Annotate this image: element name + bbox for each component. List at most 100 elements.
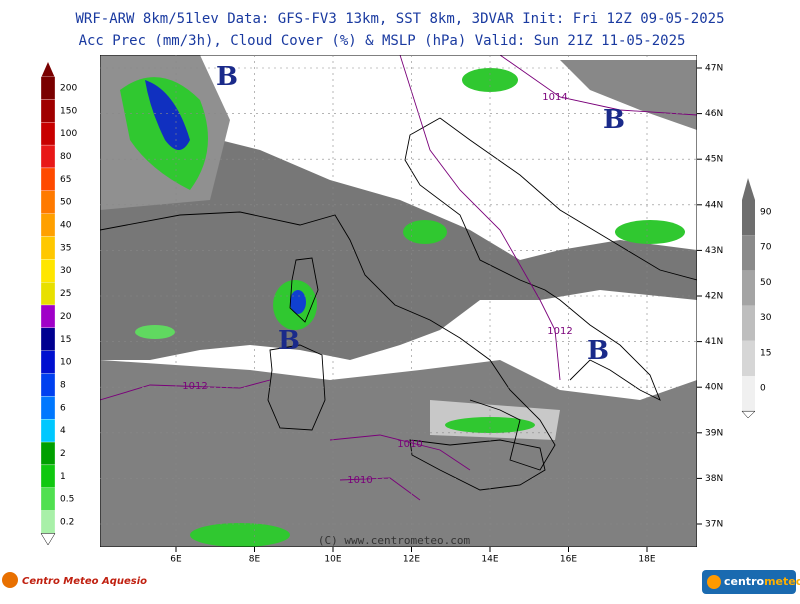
logo-icon	[707, 575, 721, 589]
isobars	[100, 55, 697, 501]
low-pressure-marker: B	[603, 105, 625, 135]
colorbar-swatch	[40, 304, 56, 328]
colorbar-label: 100	[60, 129, 77, 139]
isobar-label: 1010	[347, 475, 372, 486]
colorbar-swatch	[742, 340, 755, 376]
header-line-2: Acc Prec (mm/3h), Cloud Cover (%) & MSLP…	[79, 33, 686, 49]
colorbar-label: 0.2	[60, 518, 74, 528]
precip-area	[145, 80, 190, 150]
colorbar-swatch	[40, 236, 56, 260]
colorbar-label: 50	[60, 198, 72, 208]
colorbar-swatch	[742, 200, 755, 236]
colorbar-swatch	[40, 259, 56, 283]
colorbar-label: 50	[760, 278, 772, 288]
lat-label: 42N	[705, 292, 723, 302]
colorbar-swatch	[40, 419, 56, 443]
colorbar-label: 15	[60, 335, 71, 345]
isobar-label: 1012	[182, 381, 207, 392]
colorbar-arrow	[40, 533, 56, 546]
colorbar-label: 150	[60, 106, 77, 116]
colorbar-arrow	[742, 178, 755, 200]
colorbar-label: 65	[60, 175, 71, 185]
cloud-band	[100, 360, 697, 547]
left-logo: Centro Meteo Aquesio	[22, 576, 147, 587]
colorbar-label: 2	[60, 449, 66, 459]
isobar-label: 1010	[397, 439, 422, 450]
colorbar-swatch	[742, 376, 755, 412]
right-logo: centrometeo	[724, 575, 800, 588]
colorbar-swatch	[40, 441, 56, 466]
isobar-label: 1014	[542, 92, 567, 103]
colorbar-label: 25	[60, 289, 71, 299]
lon-label: 10E	[324, 555, 341, 565]
logo-part: centro	[724, 575, 764, 588]
colorbar-arrow	[41, 62, 55, 78]
colorbar-label: 20	[60, 312, 72, 322]
colorbar-label: 80	[60, 152, 72, 162]
colorbar-swatch	[40, 373, 56, 397]
colorbar-label: 8	[60, 380, 66, 390]
logo-icon	[2, 572, 18, 588]
colorbar-swatch	[40, 487, 56, 511]
lon-label: 16E	[560, 555, 577, 565]
lat-label: 38N	[705, 474, 723, 484]
colorbar-swatch	[40, 76, 56, 100]
colorbar-label: 1	[60, 472, 66, 482]
colorbar-label: 15	[760, 348, 771, 358]
colorbar-swatch	[40, 350, 56, 374]
colorbar-arrow	[741, 410, 756, 419]
colorbar-label: 4	[60, 426, 66, 436]
lon-label: 18E	[638, 555, 655, 565]
right-logo-box	[702, 570, 796, 594]
cloud-band	[100, 130, 697, 360]
colorbar-label: 10	[60, 358, 72, 368]
colorbar-label: 70	[760, 243, 772, 253]
copyright: (C) www.centrometeo.com	[318, 534, 471, 547]
lat-label: 40N	[705, 383, 723, 393]
lat-label: 37N	[705, 520, 723, 530]
lat-label: 43N	[705, 246, 723, 256]
colorbar-label: 90	[760, 208, 772, 218]
colorbar-swatch	[40, 122, 56, 146]
lat-label: 41N	[705, 337, 723, 347]
logo-part: meteo	[764, 575, 800, 588]
colorbar-label: 30	[60, 266, 72, 276]
colorbar-swatch	[40, 327, 56, 351]
lon-label: 14E	[481, 555, 498, 565]
lat-label: 46N	[705, 109, 723, 119]
lon-label: 8E	[249, 555, 261, 565]
isobar-label: 1012	[547, 326, 572, 337]
map-area	[100, 55, 697, 547]
colorbar-swatch	[40, 144, 56, 169]
colorbar-label: 6	[60, 403, 66, 413]
colorbar-label: 0	[760, 384, 766, 394]
colorbar-label: 35	[60, 243, 71, 253]
colorbar-label: 200	[60, 84, 77, 94]
colorbar-swatch	[40, 464, 56, 488]
colorbar-swatch	[742, 235, 755, 271]
colorbar-swatch	[40, 213, 56, 237]
precip-area	[190, 523, 290, 547]
colorbar-swatch	[742, 270, 755, 306]
colorbar-swatch	[40, 396, 56, 420]
precip-area	[403, 220, 447, 244]
precip-area	[615, 220, 685, 244]
low-pressure-marker: B	[587, 336, 609, 366]
lat-label: 47N	[705, 64, 723, 74]
lat-label: 44N	[705, 200, 723, 210]
colorbar-label: 0.5	[60, 495, 74, 505]
colorbar-label: 40	[60, 221, 72, 231]
colorbar-swatch	[40, 99, 56, 123]
low-pressure-marker: B	[216, 62, 238, 92]
low-pressure-marker: B	[278, 326, 300, 356]
precip-area	[135, 325, 175, 339]
lon-label: 12E	[403, 555, 420, 565]
lat-label: 39N	[705, 428, 723, 438]
colorbar-label: 30	[760, 313, 772, 323]
colorbar-swatch	[40, 167, 56, 191]
lat-label: 45N	[705, 155, 723, 165]
colorbar-swatch	[40, 510, 56, 534]
lon-label: 6E	[170, 555, 182, 565]
header-line-1: WRF-ARW 8km/51lev Data: GFS-FV3 13km, SS…	[75, 11, 724, 27]
